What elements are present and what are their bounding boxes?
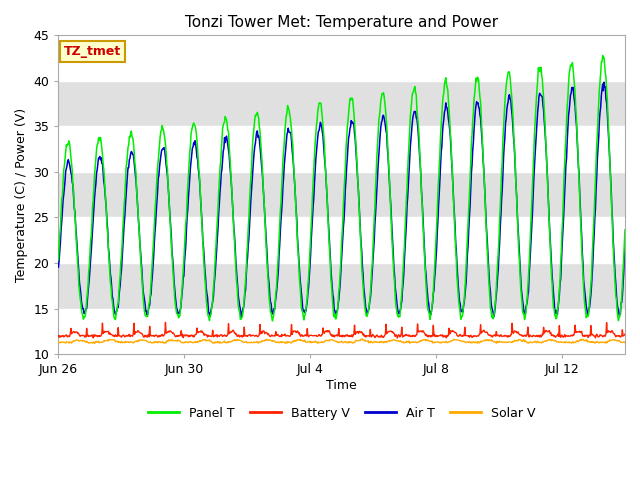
Title: Tonzi Tower Met: Temperature and Power: Tonzi Tower Met: Temperature and Power bbox=[185, 15, 499, 30]
Y-axis label: Temperature (C) / Power (V): Temperature (C) / Power (V) bbox=[15, 108, 28, 282]
Text: TZ_tmet: TZ_tmet bbox=[64, 45, 122, 58]
Bar bbox=[58, 81, 625, 126]
Bar bbox=[58, 263, 625, 309]
X-axis label: Time: Time bbox=[326, 379, 357, 392]
Legend: Panel T, Battery V, Air T, Solar V: Panel T, Battery V, Air T, Solar V bbox=[143, 402, 541, 425]
Bar bbox=[58, 172, 625, 217]
